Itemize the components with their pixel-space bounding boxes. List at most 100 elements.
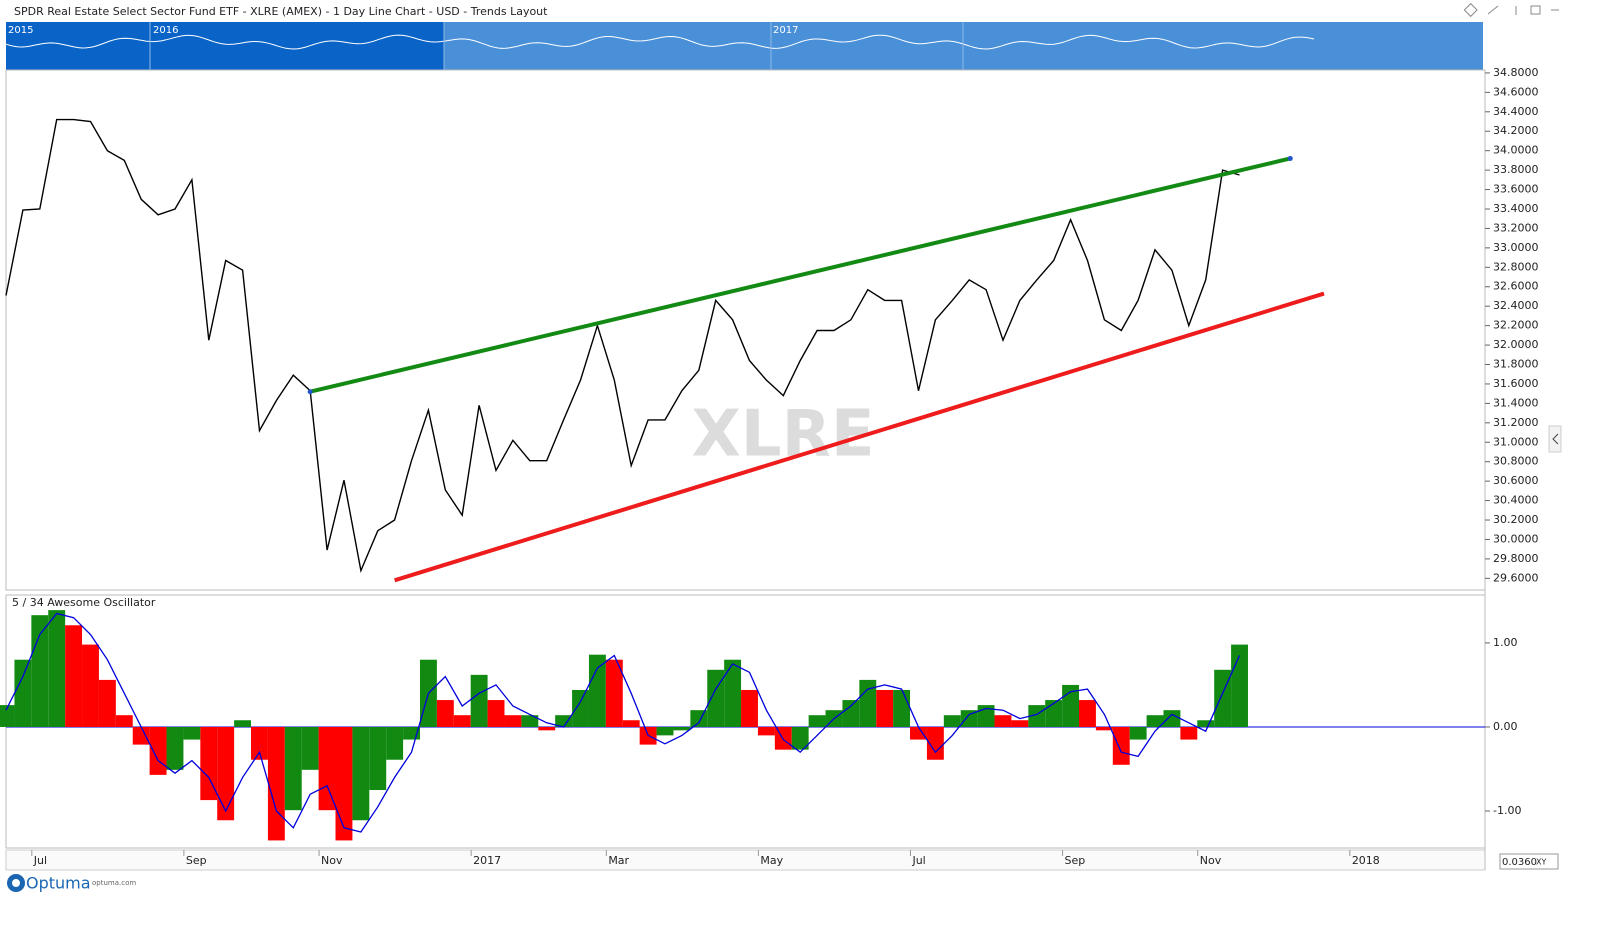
window-title: SPDR Real Estate Select Sector Fund ETF … <box>14 5 548 18</box>
y-tick-label: 34.4000 <box>1493 105 1539 118</box>
oscillator-bar <box>943 715 961 727</box>
oscillator-bar <box>284 726 302 811</box>
y-tick-label: 31.0000 <box>1493 435 1539 448</box>
oscillator-bar <box>724 659 742 727</box>
y-tick-label: 33.6000 <box>1493 183 1539 196</box>
oscillator-bar <box>369 726 387 791</box>
navigator-label: 2016 <box>153 25 178 36</box>
oscillator-bar <box>183 726 201 740</box>
y-tick-label: 32.0000 <box>1493 338 1539 351</box>
oscillator-title: 5 / 34 Awesome Oscillator <box>12 596 156 609</box>
y-tick-label: 33.4000 <box>1493 202 1539 215</box>
oscillator-bar <box>1129 726 1147 740</box>
readout-box[interactable] <box>1499 853 1559 870</box>
oscillator-bar <box>538 726 556 731</box>
oscillator-bar <box>115 715 133 727</box>
oscillator-bar <box>200 726 218 801</box>
oscillator-bar <box>893 689 911 727</box>
y-tick-label: 30.0000 <box>1493 532 1539 545</box>
oscillator-bar <box>31 615 49 727</box>
x-tick-label: Mar <box>608 854 629 867</box>
oscillator-bar <box>1112 726 1130 765</box>
y-tick-label: 29.6000 <box>1493 571 1539 584</box>
oscillator-bar <box>65 625 83 727</box>
oscillator-bar <box>910 726 927 740</box>
y-tick-label: 32.6000 <box>1493 280 1539 293</box>
trend-line <box>309 156 1291 394</box>
y-tick-label: 34.0000 <box>1493 144 1539 157</box>
oscillator-bar <box>352 726 370 821</box>
oscillator-bar <box>504 715 522 727</box>
oscillator-bar <box>301 726 319 770</box>
oscillator-bar <box>555 715 573 727</box>
y-tick-label: 32.8000 <box>1493 260 1539 273</box>
oscillator-bar <box>470 674 488 727</box>
y-tick-label: 34.2000 <box>1493 124 1539 137</box>
x-tick-label: May <box>760 854 783 867</box>
y-tick-label: 34.6000 <box>1493 85 1539 98</box>
window-icons <box>1463 2 1559 18</box>
oscillator-bar <box>318 726 336 811</box>
oscillator-bar <box>487 700 505 727</box>
navigator-label: 2015 <box>8 25 33 36</box>
y-tick-label: 33.2000 <box>1493 221 1539 234</box>
y-tick-label: 31.6000 <box>1493 377 1539 390</box>
oscillator-bar <box>673 726 691 731</box>
brand-logo-inner <box>12 879 20 887</box>
x-tick-label: Nov <box>321 854 343 867</box>
oscillator-bar <box>436 700 454 727</box>
oscillator-bar <box>588 654 606 727</box>
y-tick-label: 30.4000 <box>1493 494 1539 507</box>
oscillator-bar <box>251 726 268 760</box>
oscillator-bar <box>859 679 877 727</box>
y-tick-label: 33.8000 <box>1493 163 1539 176</box>
navigator-line <box>5 34 1315 50</box>
y-tick-label: 30.2000 <box>1493 513 1539 526</box>
y-tick-label: 32.4000 <box>1493 299 1539 312</box>
oscillator-bar <box>994 715 1012 727</box>
oscillator-bar <box>132 726 150 745</box>
navigator-selected[interactable] <box>6 22 444 70</box>
oscillator-bar <box>656 726 674 736</box>
x-tick-label: Jul <box>911 854 925 867</box>
navigator-label: 2017 <box>773 25 798 36</box>
oscillator-bar <box>690 710 708 727</box>
side-panel-toggle[interactable] <box>1548 425 1562 453</box>
readout: 0.0360 <box>1502 857 1537 868</box>
y-tick-label: 31.2000 <box>1493 416 1539 429</box>
oscillator-bar <box>166 726 184 770</box>
trend-handle <box>1287 155 1293 161</box>
oscillator-bar <box>149 726 167 775</box>
oscillator-bar <box>1180 726 1198 740</box>
price-line <box>5 118 1240 574</box>
oscillator-bar <box>791 726 809 750</box>
oscillator-bar <box>1214 669 1232 727</box>
oscillator-bar <box>1146 715 1164 727</box>
oscillator-bar <box>757 726 775 736</box>
y-tick-label: 33.0000 <box>1493 241 1539 254</box>
oscillator-bar <box>960 710 978 727</box>
signal-line <box>5 612 1241 833</box>
oscillator-bar <box>1163 710 1181 727</box>
x-tick-label: Sep <box>1065 854 1086 867</box>
oscillator-bar <box>605 659 623 727</box>
trend-line <box>394 291 1325 583</box>
oscillator-bar <box>926 726 944 760</box>
y-tick-label: 34.8000 <box>1493 66 1539 79</box>
oscillator-bar <box>386 726 404 760</box>
oscillator-bar <box>521 715 539 727</box>
oscillator-bar <box>876 689 894 727</box>
y-tick-label: 31.4000 <box>1493 396 1539 409</box>
oscillator-bar <box>453 715 471 727</box>
oscillator-bar <box>234 720 252 727</box>
x-tick-label: 2017 <box>473 854 501 867</box>
oscillator-bar <box>267 726 285 841</box>
y-tick-label: 1.00 <box>1493 636 1518 649</box>
oscillator-bar <box>98 679 116 727</box>
oscillator-bar <box>335 726 353 841</box>
oscillator-bar <box>572 689 589 727</box>
toggle-arrow <box>1552 433 1559 445</box>
y-tick-label: 30.8000 <box>1493 455 1539 468</box>
